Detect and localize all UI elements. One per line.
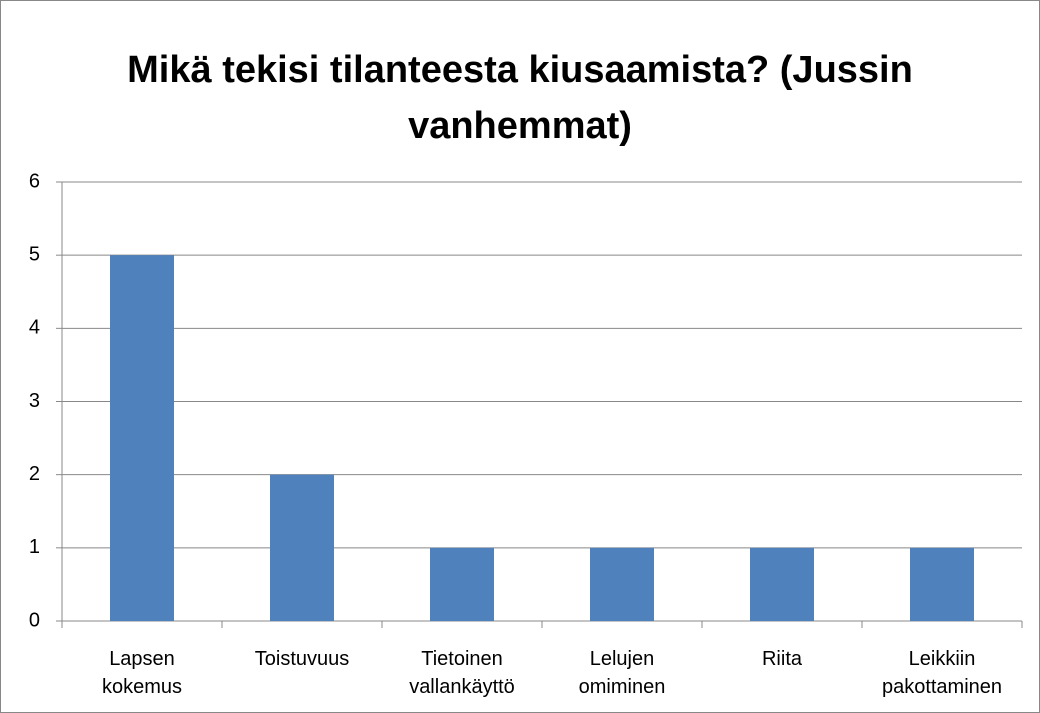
y-tick-label: 5 [29,243,40,265]
y-tick-label: 2 [29,463,40,485]
y-tick-label: 1 [29,536,40,558]
bar [430,547,494,621]
bar [590,547,654,621]
bar [110,255,174,621]
bar [270,474,334,621]
x-tick-label: Lapsen kokemus [101,648,183,698]
chart-title: Mikä tekisi tilanteesta kiusaamista? (Ju… [127,49,913,147]
x-tick-label: Tietoinen vallankäyttö [409,648,515,698]
bar [750,547,814,621]
y-tick-label: 3 [29,390,40,412]
x-tick-label: Leikkiin pakottaminen [881,648,1003,698]
x-tick-label: Lelujen omiminen [578,648,666,698]
y-tick-label: 6 [29,170,40,192]
x-tick-label: Riita [761,648,802,670]
bar [910,547,974,621]
x-tick-label: Toistuvuus [254,648,350,670]
y-tick-label: 0 [29,609,40,631]
y-tick-label: 4 [29,317,40,339]
